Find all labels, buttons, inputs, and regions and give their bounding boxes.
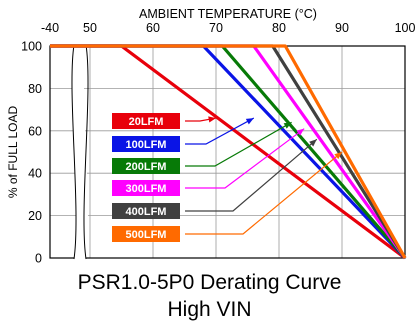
legend-pointer-arrowhead [334, 152, 342, 160]
legend-box-500lfm [112, 226, 180, 242]
legend-pointer-arrowhead [208, 116, 216, 123]
x-tick-label: 80 [272, 21, 286, 35]
legend-pointer-arrowhead [296, 128, 305, 136]
series-line-400lfm [50, 44, 407, 259]
legend-pointer-arrowhead [283, 122, 292, 129]
legend-pointer-arrowhead [309, 139, 317, 147]
legend-pointer-500lfm [185, 151, 343, 235]
legend-label-400lfm: 400LFM [126, 206, 167, 218]
axis-break-right-edge [83, 44, 89, 260]
x-tick-label: -40 [41, 21, 59, 35]
y-tick-label: 40 [28, 167, 42, 181]
legend-label-300lfm: 300LFM [126, 183, 167, 195]
chart-title: PSR1.0-5P0 Derating Curve [77, 271, 342, 294]
y-tick-label: 80 [28, 82, 42, 96]
x-tick-label: 70 [209, 21, 223, 35]
series-line-20lfm [50, 44, 406, 260]
y-tick-label: 0 [35, 252, 42, 266]
legend-pointer-100lfm [185, 117, 255, 145]
axis-break-left-edge [71, 44, 77, 260]
x-tick-label: 60 [146, 21, 160, 35]
legend-pointer-arrowhead [245, 118, 254, 125]
legend-label-500lfm: 500LFM [126, 229, 167, 241]
legend-pointer-400lfm [185, 138, 318, 212]
legend-box-20lfm [112, 113, 180, 129]
series-line-100lfm [50, 44, 407, 260]
x-tick-label: 50 [83, 21, 97, 35]
legend-box-200lfm [112, 158, 180, 174]
x-tick-label: 90 [335, 21, 349, 35]
legend-pointer-200lfm [185, 121, 292, 167]
series-line-500lfm [50, 44, 407, 259]
series-line-300lfm [50, 44, 407, 259]
y-tick-label: 100 [21, 40, 42, 54]
legend-label-200lfm: 200LFM [126, 161, 167, 173]
chart-subtitle: High VIN [167, 298, 252, 321]
x-tick-label: 100 [395, 21, 416, 35]
legend-box-300lfm [112, 180, 180, 196]
y-tick-label: 60 [28, 124, 42, 138]
x-axis-title: AMBIENT TEMPERATURE (°C) [139, 7, 317, 21]
y-tick-label: 20 [28, 209, 42, 223]
legend-label-100lfm: 100LFM [126, 139, 167, 151]
legend-pointer-300lfm [185, 128, 305, 189]
legend-box-400lfm [112, 203, 180, 219]
series-line-200lfm [50, 44, 407, 260]
legend-box-100lfm [112, 136, 180, 152]
plot-frame [49, 45, 406, 259]
y-axis-title: % of FULL LOAD [6, 106, 20, 199]
legend-label-20lfm: 20LFM [129, 116, 164, 128]
